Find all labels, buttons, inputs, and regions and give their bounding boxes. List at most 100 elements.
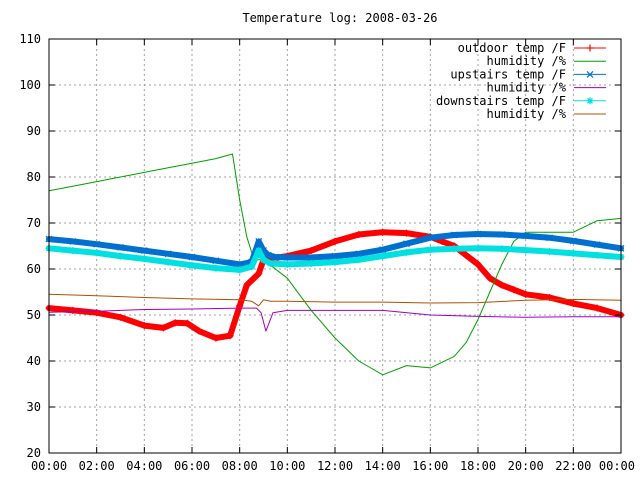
data-point bbox=[117, 243, 124, 251]
data-point bbox=[255, 247, 263, 255]
data-point bbox=[403, 240, 410, 248]
data-point bbox=[248, 263, 256, 271]
data-point bbox=[546, 234, 553, 242]
data-point bbox=[474, 244, 482, 252]
x-tick-label: 20:00 bbox=[508, 459, 544, 473]
legend-item: downstairs temp /F bbox=[436, 94, 606, 108]
y-tick-label: 30 bbox=[27, 400, 41, 414]
y-tick-label: 80 bbox=[27, 170, 41, 184]
data-point bbox=[117, 252, 124, 260]
data-point bbox=[331, 258, 339, 266]
y-tick-label: 20 bbox=[27, 446, 41, 460]
data-point bbox=[307, 247, 315, 255]
data-point bbox=[93, 309, 101, 317]
x-tick-label: 18:00 bbox=[460, 459, 496, 473]
legend-item: humidity /% bbox=[487, 81, 606, 95]
series-line bbox=[48, 153, 622, 376]
data-point bbox=[283, 254, 291, 261]
data-point bbox=[522, 232, 530, 240]
data-point bbox=[355, 231, 363, 238]
y-tick-label: 90 bbox=[27, 124, 41, 138]
data-point bbox=[474, 260, 482, 268]
data-point bbox=[195, 327, 203, 335]
data-point bbox=[307, 259, 315, 267]
x-tick-label: 06:00 bbox=[174, 459, 210, 473]
data-point bbox=[250, 274, 258, 282]
data-point bbox=[69, 237, 77, 245]
data-point bbox=[510, 286, 518, 294]
data-point bbox=[267, 259, 275, 267]
data-point bbox=[93, 240, 101, 248]
data-point bbox=[164, 250, 172, 258]
data-point bbox=[522, 246, 530, 254]
data-point bbox=[283, 260, 291, 268]
data-point bbox=[569, 249, 577, 257]
legend-marker bbox=[586, 44, 594, 52]
y-tick-label: 50 bbox=[27, 308, 41, 322]
data-point bbox=[569, 300, 577, 307]
data-point bbox=[426, 234, 434, 242]
x-tick-label: 22:00 bbox=[555, 459, 591, 473]
series-1-humidity bbox=[48, 153, 622, 376]
data-point bbox=[498, 281, 506, 289]
data-point bbox=[117, 313, 124, 321]
data-point bbox=[226, 332, 234, 340]
legend-label: humidity /% bbox=[487, 54, 567, 68]
legend-label: upstairs temp /F bbox=[450, 67, 566, 81]
axis-labels: 20 30 40 50 60 70 80 90 100 110 00:00 02:00 04:00 06:… bbox=[19, 32, 635, 473]
series-4-downstairs-temp-f bbox=[45, 244, 625, 274]
data-point bbox=[307, 254, 315, 261]
x-tick-label: 04:00 bbox=[126, 459, 162, 473]
data-point bbox=[212, 334, 220, 342]
data-point bbox=[212, 257, 220, 265]
data-point bbox=[569, 237, 577, 245]
x-tick-label: 00:00 bbox=[31, 459, 67, 473]
data-point bbox=[140, 255, 148, 263]
data-point bbox=[212, 264, 220, 272]
data-point bbox=[331, 237, 339, 245]
data-point bbox=[271, 253, 279, 261]
x-tick-label: 12:00 bbox=[317, 459, 353, 473]
data-point bbox=[522, 290, 530, 298]
data-point bbox=[331, 252, 339, 260]
data-point bbox=[255, 270, 263, 278]
data-point bbox=[355, 250, 363, 258]
data-point bbox=[498, 231, 506, 238]
y-tick-label: 110 bbox=[19, 32, 41, 46]
x-tick-label: 10:00 bbox=[269, 459, 305, 473]
data-point bbox=[236, 266, 244, 274]
series-line bbox=[46, 245, 624, 273]
series-line bbox=[48, 307, 622, 332]
data-point bbox=[426, 246, 434, 254]
series-layer bbox=[45, 153, 625, 376]
legend-item: outdoor temp /F bbox=[458, 41, 606, 55]
series-5-humidity bbox=[48, 293, 622, 307]
series-2-upstairs-temp-f bbox=[45, 230, 625, 268]
y-tick-label: 60 bbox=[27, 262, 41, 276]
data-point bbox=[188, 261, 196, 269]
data-point bbox=[403, 229, 410, 237]
data-point bbox=[183, 319, 191, 327]
legend-marker bbox=[586, 97, 594, 105]
legend-label: downstairs temp /F bbox=[436, 94, 566, 108]
chart-title: Temperature log: 2008-03-26 bbox=[242, 11, 437, 25]
x-tick-label: 16:00 bbox=[412, 459, 448, 473]
data-point bbox=[462, 251, 470, 259]
legend-item: humidity /% bbox=[487, 107, 606, 121]
x-tick-label: 08:00 bbox=[222, 459, 258, 473]
legend-item: humidity /% bbox=[487, 54, 606, 68]
data-point bbox=[593, 304, 601, 312]
data-point bbox=[450, 231, 458, 239]
x-tick-label: 02:00 bbox=[79, 459, 115, 473]
data-point bbox=[93, 249, 101, 257]
data-point bbox=[379, 228, 387, 236]
data-point bbox=[69, 306, 77, 314]
y-tick-label: 70 bbox=[27, 216, 41, 230]
data-point bbox=[243, 281, 251, 289]
data-point bbox=[486, 274, 494, 282]
data-point bbox=[593, 251, 601, 259]
data-point bbox=[140, 247, 148, 255]
